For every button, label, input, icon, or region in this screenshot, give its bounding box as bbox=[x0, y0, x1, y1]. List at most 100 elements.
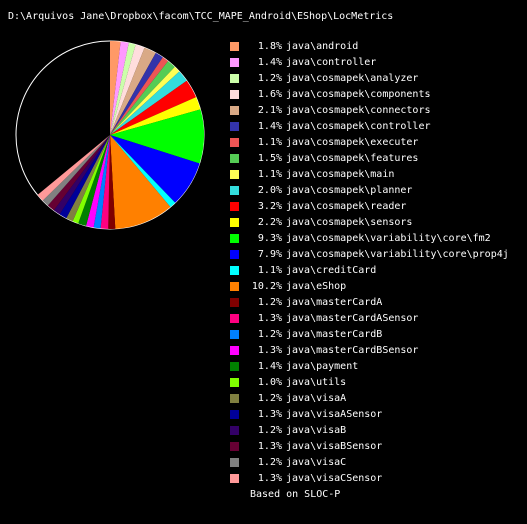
legend-percent: 1.2% bbox=[257, 425, 282, 436]
legend-swatch bbox=[230, 218, 239, 227]
legend-label: java\cosmapek\executer bbox=[286, 137, 419, 148]
legend-swatch bbox=[230, 90, 239, 99]
legend-percent: 1.3% bbox=[257, 441, 282, 452]
legend-label: java\masterCardA bbox=[286, 297, 383, 308]
legend-percent: 3.2% bbox=[257, 201, 282, 212]
legend-percent: 1.4% bbox=[257, 57, 282, 68]
legend-label: java\creditCard bbox=[286, 265, 377, 276]
legend-swatch bbox=[230, 346, 239, 355]
legend-percent: 1.5% bbox=[257, 153, 282, 164]
legend-swatch bbox=[230, 250, 239, 259]
legend-label: java\masterCardASensor bbox=[286, 313, 419, 324]
legend-swatch bbox=[230, 266, 239, 275]
pie-slice-20 bbox=[86, 135, 110, 228]
legend-percent: 1.4% bbox=[257, 121, 282, 132]
chart-footer: Based on SLOC-P bbox=[250, 489, 341, 500]
legend-label: java\visaASensor bbox=[286, 409, 383, 420]
legend-percent: 1.2% bbox=[257, 393, 282, 404]
legend-percent: 1.1% bbox=[257, 137, 282, 148]
legend-label: java\eShop bbox=[286, 281, 347, 292]
legend-percent: 1.3% bbox=[257, 409, 282, 420]
legend-swatch bbox=[230, 170, 239, 179]
legend-label: java\masterCardBSensor bbox=[286, 345, 419, 356]
legend-swatch bbox=[230, 442, 239, 451]
pie-slice-2 bbox=[110, 41, 129, 135]
legend-percent: 1.2% bbox=[257, 297, 282, 308]
legend-swatch bbox=[230, 74, 239, 83]
legend-swatch bbox=[230, 122, 239, 131]
chart-title: D:\Arquivos Jane\Dropbox\facom\TCC_MAPE_… bbox=[8, 11, 394, 22]
legend-percent: 2.0% bbox=[257, 185, 282, 196]
legend-percent: 9.3% bbox=[257, 233, 282, 244]
legend-swatch bbox=[230, 378, 239, 387]
pie-slice-18 bbox=[100, 135, 110, 229]
pie-slice-16 bbox=[110, 135, 171, 229]
legend-percent: 1.4% bbox=[257, 361, 282, 372]
legend-label: java\cosmapek\reader bbox=[286, 201, 407, 212]
pie-slice-6 bbox=[110, 52, 163, 135]
legend-percent: 1.3% bbox=[257, 313, 282, 324]
legend-swatch bbox=[230, 314, 239, 323]
legend-label: java\cosmapek\components bbox=[286, 89, 431, 100]
legend-label: java\payment bbox=[286, 361, 359, 372]
pie-slice-25 bbox=[53, 135, 110, 215]
legend-label: java\cosmapek\variability\core\prop4j bbox=[286, 249, 509, 260]
pie-slice-13 bbox=[110, 109, 205, 164]
legend-swatch bbox=[230, 154, 239, 163]
pie-slice-22 bbox=[72, 135, 110, 224]
legend-label: java\cosmapek\planner bbox=[286, 185, 413, 196]
legend-swatch bbox=[230, 298, 239, 307]
legend-label: java\cosmapek\controller bbox=[286, 121, 431, 132]
legend-swatch bbox=[230, 426, 239, 435]
legend-label: java\cosmapek\analyzer bbox=[286, 73, 419, 84]
legend-label: java\cosmapek\variability\core\fm2 bbox=[286, 233, 491, 244]
legend-label: java\visaB bbox=[286, 425, 347, 436]
legend-swatch bbox=[230, 282, 239, 291]
pie-slice-8 bbox=[110, 61, 175, 136]
legend-swatch bbox=[230, 362, 239, 371]
legend-swatch bbox=[230, 186, 239, 195]
legend-swatch bbox=[230, 202, 239, 211]
legend-label: java\visaBSensor bbox=[286, 441, 383, 452]
pie-slice-23 bbox=[66, 135, 110, 222]
legend-percent: 1.0% bbox=[257, 377, 282, 388]
legend-label: java\visaA bbox=[286, 393, 347, 404]
legend-label: java\cosmapek\sensors bbox=[286, 217, 413, 228]
legend-label: java\visaC bbox=[286, 457, 347, 468]
legend-label: java\android bbox=[286, 41, 359, 52]
legend-label: java\utils bbox=[286, 377, 347, 388]
legend-swatch bbox=[230, 330, 239, 339]
pie-slice-10 bbox=[110, 71, 187, 135]
pie-slice-12 bbox=[110, 97, 201, 135]
pie-slice-5 bbox=[110, 47, 156, 135]
legend-percent: 1.8% bbox=[257, 41, 282, 52]
legend-label: java\controller bbox=[286, 57, 377, 68]
legend-swatch bbox=[230, 138, 239, 147]
legend-percent: 7.9% bbox=[257, 249, 282, 260]
legend-swatch bbox=[230, 458, 239, 467]
pie-slice-24 bbox=[59, 135, 110, 219]
pie-slice-1 bbox=[110, 40, 121, 135]
legend-percent: 1.1% bbox=[257, 265, 282, 276]
pie-slice-11 bbox=[110, 80, 197, 135]
legend-percent: 10.2% bbox=[251, 281, 282, 292]
legend-percent: 2.2% bbox=[257, 217, 282, 228]
pie-slice-17 bbox=[108, 135, 116, 229]
legend-swatch bbox=[230, 474, 239, 483]
legend-percent: 2.1% bbox=[257, 105, 282, 116]
pie-slice-3 bbox=[110, 42, 136, 135]
pie-slice-19 bbox=[93, 135, 110, 229]
legend-percent: 1.3% bbox=[257, 473, 282, 484]
pie-slice-28 bbox=[37, 135, 110, 201]
legend-percent: 1.2% bbox=[257, 73, 282, 84]
legend-swatch bbox=[230, 106, 239, 115]
legend-swatch bbox=[230, 394, 239, 403]
legend-swatch bbox=[230, 234, 239, 243]
pie-slice-7 bbox=[110, 57, 169, 135]
legend-percent: 1.6% bbox=[257, 89, 282, 100]
legend-swatch bbox=[230, 42, 239, 51]
legend-percent: 1.2% bbox=[257, 457, 282, 468]
pie-slice-9 bbox=[110, 66, 180, 135]
